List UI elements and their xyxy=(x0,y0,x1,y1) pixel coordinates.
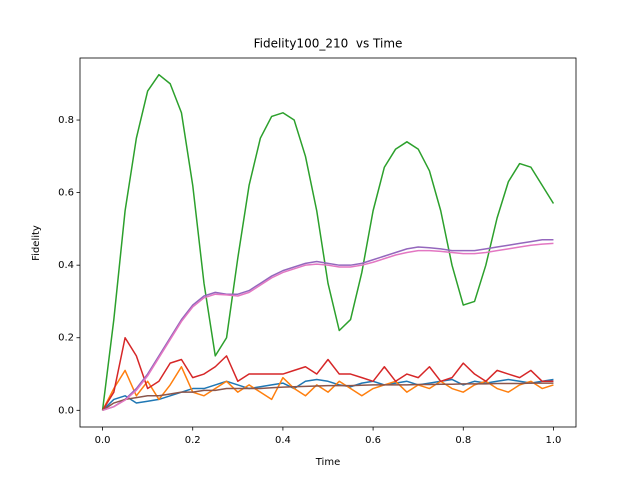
y-tick-label: 0.2 xyxy=(58,333,74,344)
x-tick-label: 0.4 xyxy=(275,435,291,446)
y-tick-label: 0.6 xyxy=(58,188,74,199)
series-line xyxy=(101,73,555,411)
series-line xyxy=(102,382,554,411)
x-tick-label: 0.8 xyxy=(455,435,471,446)
series-line xyxy=(102,242,554,412)
series-line xyxy=(101,336,554,411)
x-tick-label: 0.0 xyxy=(95,435,111,446)
y-axis-label: Fidelity xyxy=(31,225,42,261)
y-tick-label: 0.4 xyxy=(58,260,74,271)
y-tick-label: 0.8 xyxy=(58,115,74,126)
x-tick-label: 0.6 xyxy=(365,435,381,446)
y-tick-label: 0.0 xyxy=(58,405,74,416)
x-tick-label: 0.2 xyxy=(185,435,201,446)
x-axis-label: Time xyxy=(315,457,340,468)
series-line xyxy=(102,239,554,412)
chart-title: Fidelity100_210 vs Time xyxy=(254,37,403,51)
x-tick-label: 1.0 xyxy=(546,435,562,446)
plot-frame xyxy=(79,57,577,428)
